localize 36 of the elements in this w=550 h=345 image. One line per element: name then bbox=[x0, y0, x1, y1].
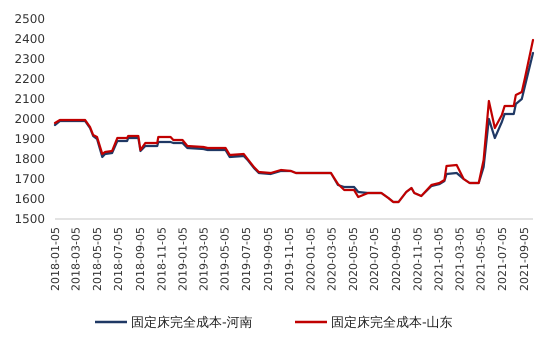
x-tick-label: 2021-09-05 bbox=[518, 227, 531, 291]
legend-label: 固定床完全成本-河南 bbox=[131, 314, 253, 331]
y-tick-label: 2300 bbox=[14, 52, 45, 66]
y-tick-label: 1900 bbox=[14, 132, 45, 146]
y-tick-label: 2200 bbox=[14, 72, 45, 86]
y-tick-label: 2500 bbox=[14, 12, 45, 26]
x-tick-label: 2019-03-05 bbox=[197, 227, 210, 291]
x-tick-label: 2019-11-05 bbox=[283, 227, 296, 291]
x-tick-label: 2020-05-05 bbox=[346, 227, 360, 291]
x-tick-label: 2021-03-05 bbox=[453, 227, 466, 291]
x-tick-label: 2021-05-05 bbox=[474, 227, 488, 291]
x-tick-label: 2019-01-05 bbox=[176, 227, 190, 291]
x-tick-label: 2019-07-05 bbox=[240, 227, 254, 291]
x-tick-label: 2018-05-05 bbox=[90, 227, 104, 291]
x-tick-label: 2018-09-05 bbox=[134, 227, 147, 291]
y-tick-label: 2100 bbox=[14, 92, 45, 106]
x-tick-label: 2021-01-05 bbox=[432, 227, 446, 291]
x-tick-label: 2019-09-05 bbox=[262, 227, 275, 291]
y-tick-label: 2000 bbox=[14, 112, 45, 126]
x-tick-label: 2020-03-05 bbox=[325, 227, 338, 291]
x-tick-label: 2018-11-05 bbox=[155, 227, 168, 291]
y-tick-label: 1700 bbox=[14, 172, 45, 186]
y-tick-label: 2400 bbox=[14, 32, 45, 46]
x-tick-label: 2020-09-05 bbox=[390, 227, 403, 291]
y-tick-label: 1500 bbox=[14, 212, 45, 226]
y-tick-label: 1800 bbox=[14, 152, 45, 166]
x-tick-label: 2018-07-05 bbox=[112, 227, 126, 291]
x-tick-label: 2020-07-05 bbox=[368, 227, 382, 291]
x-tick-label: 2018-01-05 bbox=[48, 227, 62, 291]
legend-label: 固定床完全成本-山东 bbox=[331, 314, 453, 331]
y-tick-label: 1600 bbox=[14, 192, 45, 206]
x-tick-label: 2020-01-05 bbox=[304, 227, 318, 291]
x-tick-label: 2018-03-05 bbox=[70, 227, 83, 291]
x-tick-label: 2019-05-05 bbox=[218, 227, 232, 291]
x-tick-label: 2021-07-05 bbox=[496, 227, 510, 291]
x-tick-label: 2020-11-05 bbox=[411, 227, 424, 291]
